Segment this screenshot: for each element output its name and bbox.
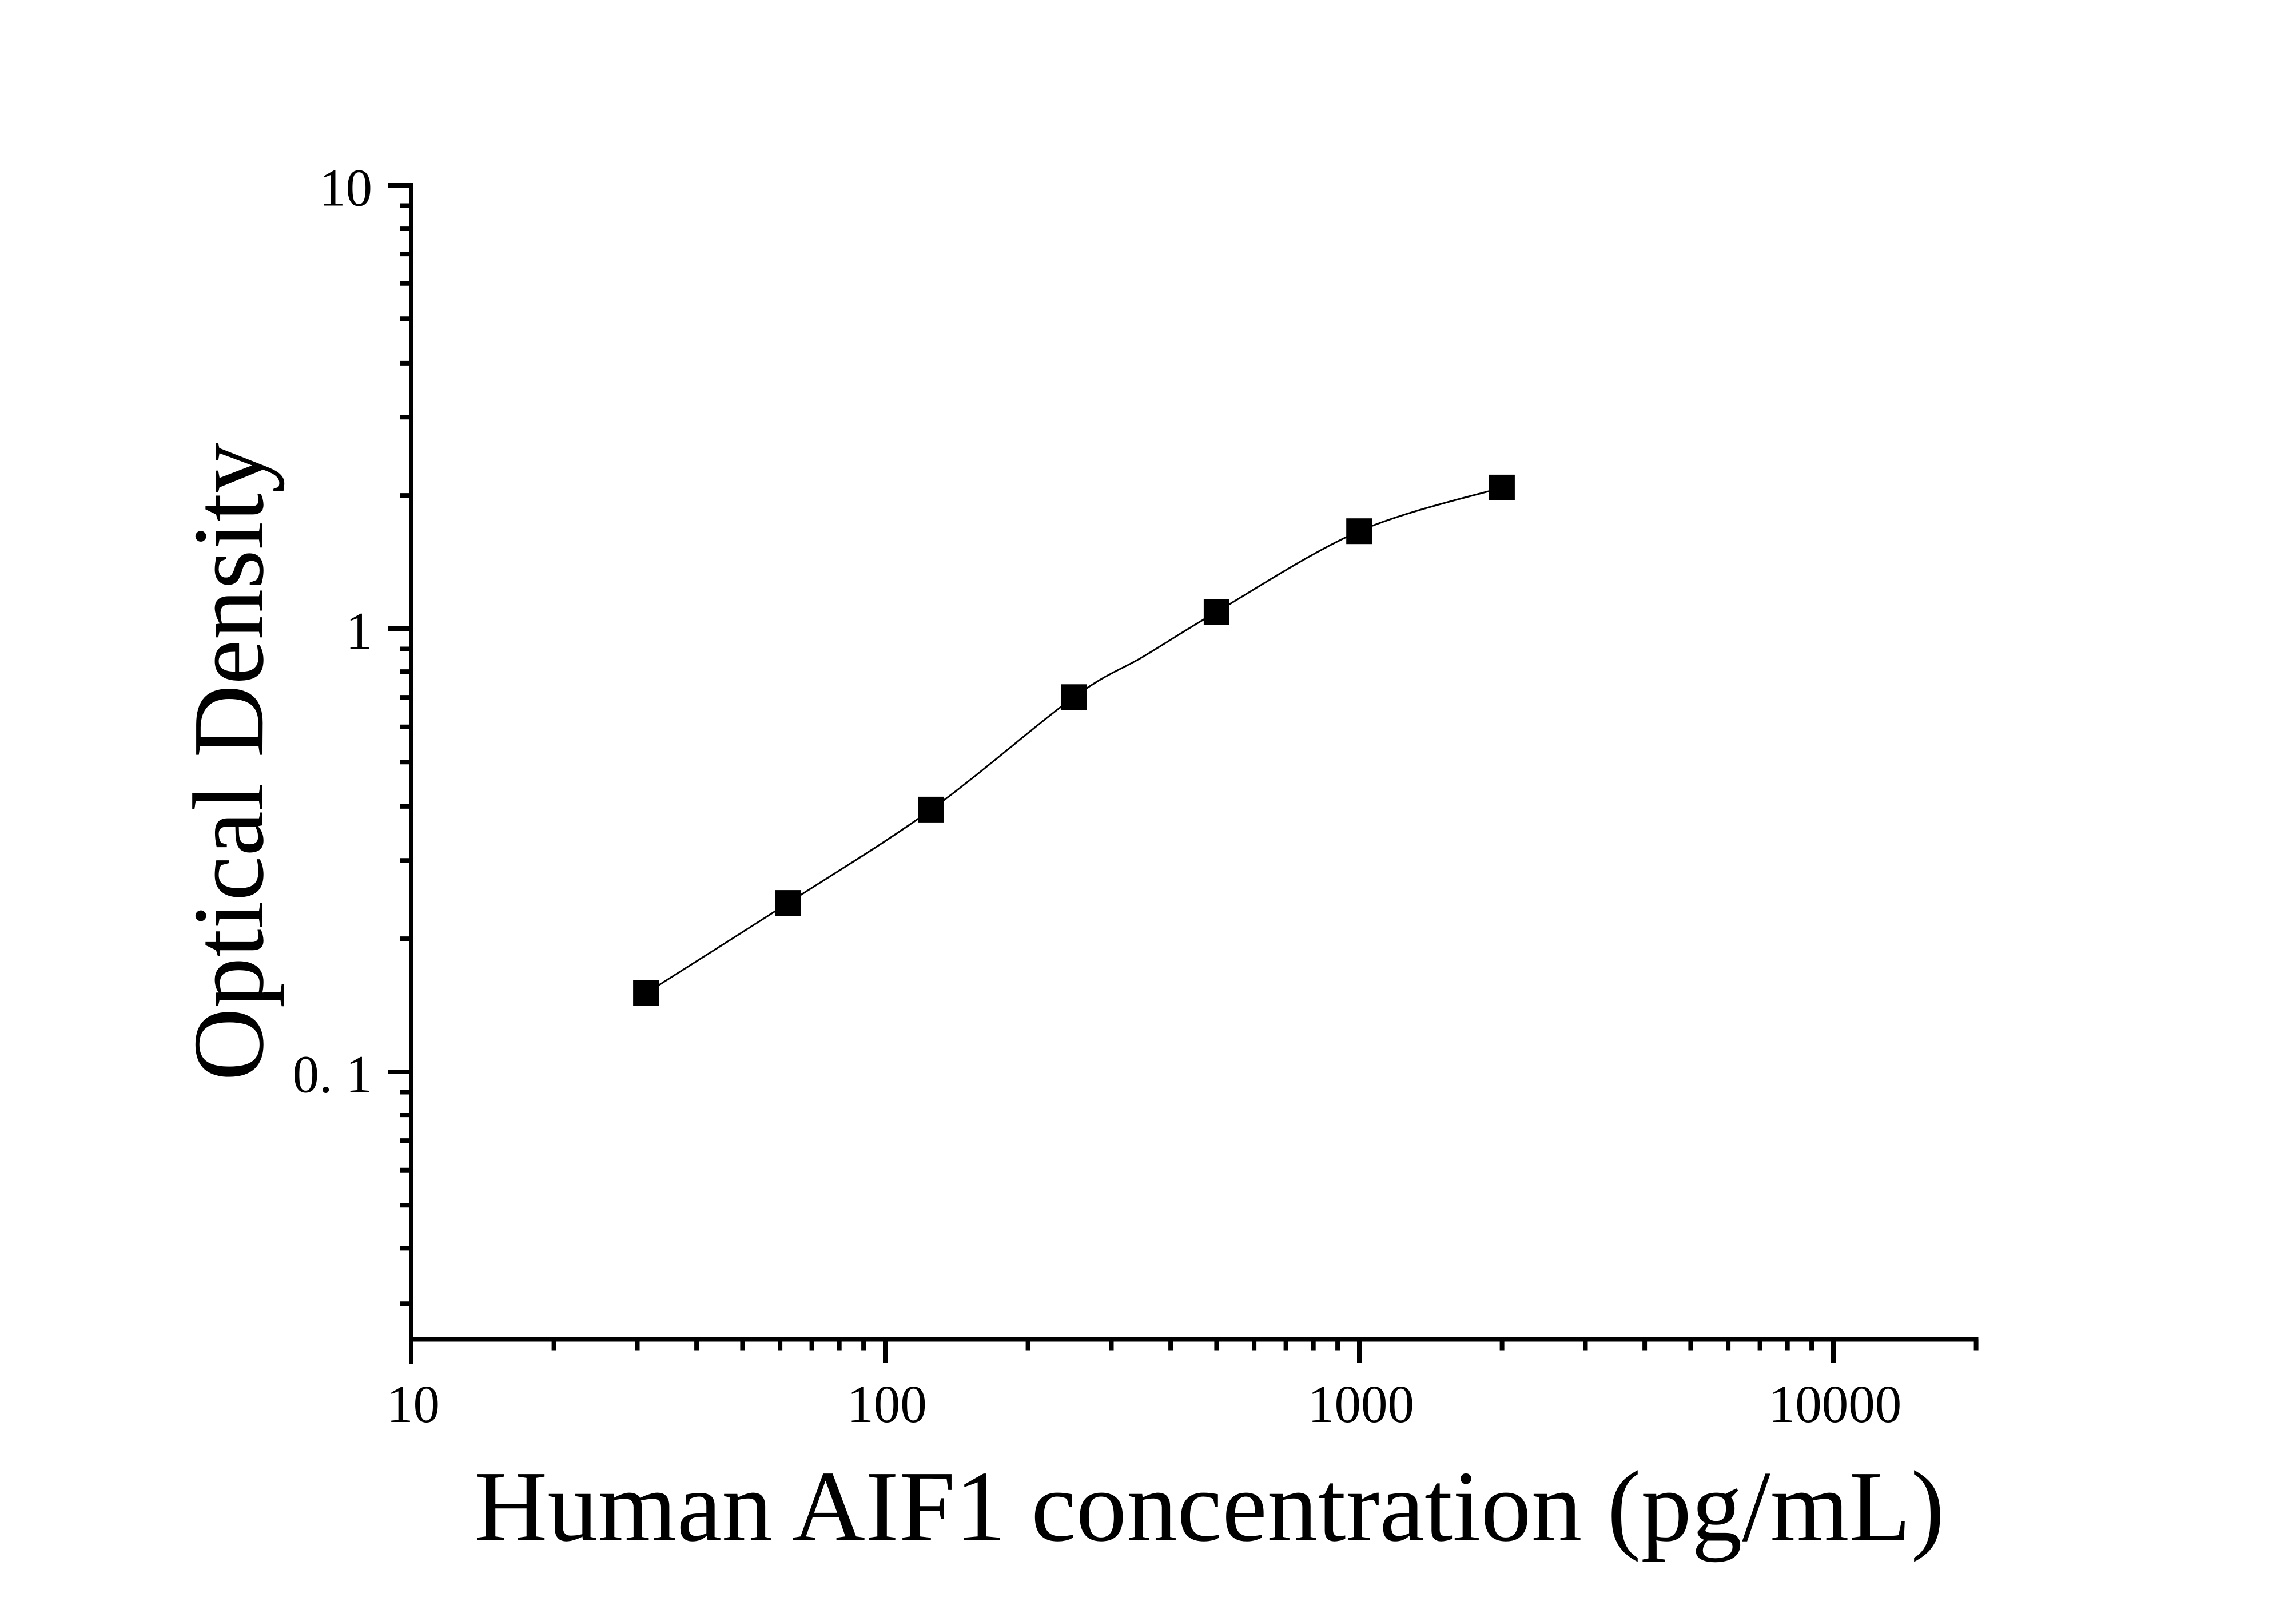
svg-text:0. 1: 0. 1 (293, 1046, 373, 1105)
svg-text:10: 10 (387, 1375, 440, 1434)
svg-text:1000: 1000 (1308, 1375, 1414, 1434)
svg-text:1: 1 (346, 602, 373, 661)
svg-text:Optical Density: Optical Density (173, 443, 285, 1081)
svg-text:10: 10 (319, 159, 372, 218)
svg-text:10000: 10000 (1769, 1375, 1902, 1434)
svg-text:100: 100 (847, 1375, 927, 1434)
svg-text:Human AIF1 concentration (pg/m: Human AIF1 concentration (pg/mL) (475, 1451, 1945, 1563)
